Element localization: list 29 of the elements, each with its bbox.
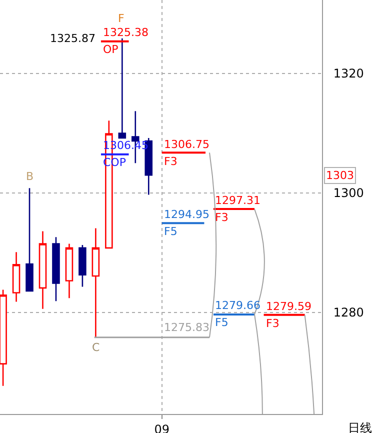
annotation: F5: [164, 225, 178, 238]
ref-line-label: 1306.75: [164, 138, 210, 151]
ref-line-label: 1279.59: [266, 300, 312, 313]
y-tick-label: 1300: [333, 186, 364, 200]
annotation: 1325.87: [50, 32, 96, 45]
ref-line-label: 1325.38: [103, 26, 148, 39]
ref-line-label: 1294.95: [164, 208, 210, 221]
annotation: F3: [164, 155, 178, 168]
y-tick-label: 1280: [333, 306, 364, 320]
candlestick: [118, 38, 126, 139]
candlestick: [38, 230, 47, 310]
ref-line-label: 1279.66: [215, 299, 260, 312]
candlestick: [65, 243, 74, 299]
ref-line-label: 1297.31: [215, 194, 260, 207]
annotation: B: [26, 170, 34, 183]
y-tick-label: 1320: [333, 66, 364, 81]
ref-line-label: 1275.83: [164, 321, 210, 334]
annotation: C: [92, 341, 100, 354]
candlestick: [26, 188, 34, 292]
candlestick: [92, 228, 100, 338]
annotation: OP: [103, 43, 119, 56]
candlestick: [78, 244, 86, 288]
candlestick: [12, 251, 20, 302]
annotation: F3: [266, 317, 280, 330]
text: 1303: [326, 169, 354, 182]
annotation: F3: [215, 211, 228, 224]
annotation: F: [118, 12, 124, 25]
candlestick: [52, 236, 60, 302]
annotation: F5: [215, 316, 228, 329]
